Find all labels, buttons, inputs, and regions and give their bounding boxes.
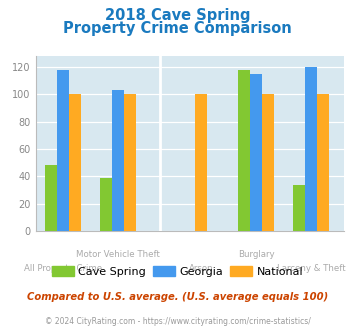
Text: Burglary: Burglary [238, 250, 274, 259]
Bar [100, 178, 112, 231]
Text: Property Crime Comparison: Property Crime Comparison [63, 21, 292, 36]
Text: Larceny & Theft: Larceny & Theft [277, 264, 345, 273]
Bar [250, 74, 262, 231]
Legend: Cave Spring, Georgia, National: Cave Spring, Georgia, National [47, 261, 308, 281]
Bar [305, 67, 317, 231]
Bar [69, 94, 81, 231]
Bar [57, 70, 69, 231]
Bar [195, 94, 207, 231]
Text: © 2024 CityRating.com - https://www.cityrating.com/crime-statistics/: © 2024 CityRating.com - https://www.city… [45, 317, 310, 326]
Text: Compared to U.S. average. (U.S. average equals 100): Compared to U.S. average. (U.S. average … [27, 292, 328, 302]
Bar [293, 184, 305, 231]
Bar [317, 94, 329, 231]
Bar [238, 70, 250, 231]
Bar [45, 165, 57, 231]
Text: Arson: Arson [189, 264, 213, 273]
Bar [124, 94, 136, 231]
Bar [112, 90, 124, 231]
Text: Motor Vehicle Theft: Motor Vehicle Theft [76, 250, 160, 259]
Text: All Property Crime: All Property Crime [24, 264, 102, 273]
Bar [262, 94, 274, 231]
Text: 2018 Cave Spring: 2018 Cave Spring [105, 8, 250, 23]
